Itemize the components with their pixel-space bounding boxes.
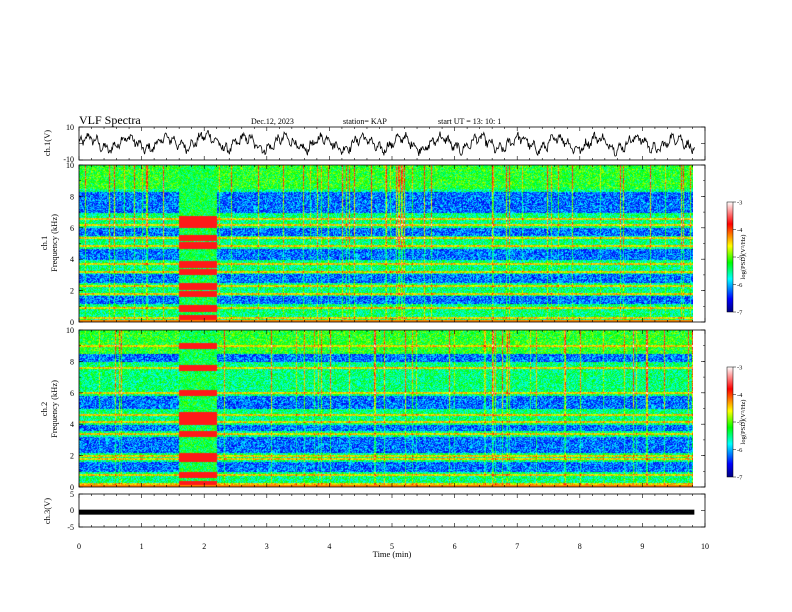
ch1-spectrogram-image <box>79 165 693 322</box>
ch1-waveform-ticks <box>78 126 706 161</box>
ch1-colorbar-label: log(PSD)(V²/Hz) <box>740 235 747 280</box>
ch1-spec-ylabel-channel: ch.1 <box>39 236 49 250</box>
ch3-signal-panel: 5 0 -5 ch.3(V) <box>42 490 706 532</box>
ch2-spec-ylabel-frequency: Frequency (kHz) <box>49 380 59 438</box>
ch1-spec-ylabel-frequency: Frequency (kHz) <box>49 214 59 272</box>
ch3-ylabel: ch.3(V) <box>42 498 52 524</box>
figure-title: VLF Spectra <box>79 113 141 127</box>
y-tick-label: 6 <box>70 389 74 398</box>
ch2-colorbar-label: log(PSD)(V²/Hz) <box>740 400 747 445</box>
y-tick-label: 8 <box>70 357 74 366</box>
ch1-ytick-top: 10 <box>66 123 74 132</box>
colorbar-tick-label: -6 <box>737 282 743 289</box>
y-tick-label: 0 <box>70 483 74 492</box>
colorbar-tick-label: -5 <box>737 420 742 427</box>
ch3-ytick-top: 5 <box>70 490 74 499</box>
x-tick-label: 8 <box>578 542 582 551</box>
y-tick-label: 4 <box>70 255 74 264</box>
colorbar-tick-label: -4 <box>737 392 743 399</box>
colorbar-tick-label: -7 <box>737 310 743 317</box>
ch1-waveform-panel: 10 -10 ch.1(V) <box>42 123 706 164</box>
colorbar-tick-label: -5 <box>737 255 742 262</box>
ch1-colorbar-ticks: -3 -4 -5 -6 -7 <box>733 200 743 317</box>
ch1-spectrogram-yticks: 0 2 4 6 8 10 <box>66 161 706 327</box>
ch2-spectrogram-image <box>79 330 693 487</box>
ch3-signal-bar <box>79 509 695 515</box>
x-tick-label: 7 <box>515 542 519 551</box>
ch2-colorbar-ticks: -3 -4 -5 -6 -7 <box>733 365 743 482</box>
x-tick-label: 5 <box>390 542 394 551</box>
colorbar-tick-label: -3 <box>737 365 742 372</box>
x-tick-label: 1 <box>140 542 144 551</box>
x-tick-label: 2 <box>202 542 206 551</box>
y-tick-label: 8 <box>70 192 74 201</box>
ch3-signal-ticks <box>78 493 706 528</box>
colorbar-tick-label: -6 <box>737 447 743 454</box>
ch1-colorbar-gradient <box>726 201 734 313</box>
x-tick-labels: 0 1 2 3 4 5 6 7 8 9 10 <box>77 542 709 551</box>
y-tick-label: 10 <box>66 326 74 335</box>
y-tick-label: 10 <box>66 161 74 170</box>
y-tick-label: 6 <box>70 224 74 233</box>
x-tick-label: 3 <box>265 542 269 551</box>
ch3-ytick-mid: 0 <box>70 506 74 515</box>
station-label: station= KAP <box>343 117 387 126</box>
start-time-label: start UT = 13: 10: 1 <box>438 117 501 126</box>
x-tick-label: 10 <box>701 542 709 551</box>
ch1-colorbar: -3 -4 -5 -6 -7 log(PSD)(V²/Hz) <box>726 200 747 317</box>
ch1-ytick-bottom: -10 <box>63 155 74 164</box>
y-tick-label: 0 <box>70 318 74 327</box>
colorbar-tick-label: -4 <box>737 227 743 234</box>
ch2-spec-ylabel-channel: ch.2 <box>39 402 49 416</box>
x-tick-label: 4 <box>327 542 331 551</box>
y-tick-label: 2 <box>70 452 74 461</box>
y-tick-label: 4 <box>70 420 74 429</box>
ch2-colorbar-gradient <box>726 366 734 478</box>
ch1-waveform-line <box>78 130 695 157</box>
x-axis-label: Time (min) <box>373 549 412 559</box>
ch2-spectrogram-panel: 0 2 4 6 8 10 ch.2 Frequency (kHz) <box>39 326 706 492</box>
ch1-ylabel: ch.1(V) <box>42 130 52 156</box>
ch2-spectrogram-yticks: 0 2 4 6 8 10 <box>66 326 706 492</box>
x-tick-label: 0 <box>77 542 81 551</box>
ch2-colorbar: -3 -4 -5 -6 -7 log(PSD)(V²/Hz) <box>726 365 747 482</box>
ch1-spectrogram-panel: 0 2 4 6 8 10 ch.1 Frequency (kHz) <box>39 161 706 327</box>
colorbar-tick-label: -3 <box>737 200 742 207</box>
date-label: Dec.12, 2023 <box>251 117 294 126</box>
y-tick-label: 2 <box>70 287 74 296</box>
x-tick-label: 9 <box>640 542 644 551</box>
ch3-ytick-bottom: -5 <box>67 523 74 532</box>
colorbar-tick-label: -7 <box>737 475 743 482</box>
x-tick-label: 6 <box>453 542 457 551</box>
